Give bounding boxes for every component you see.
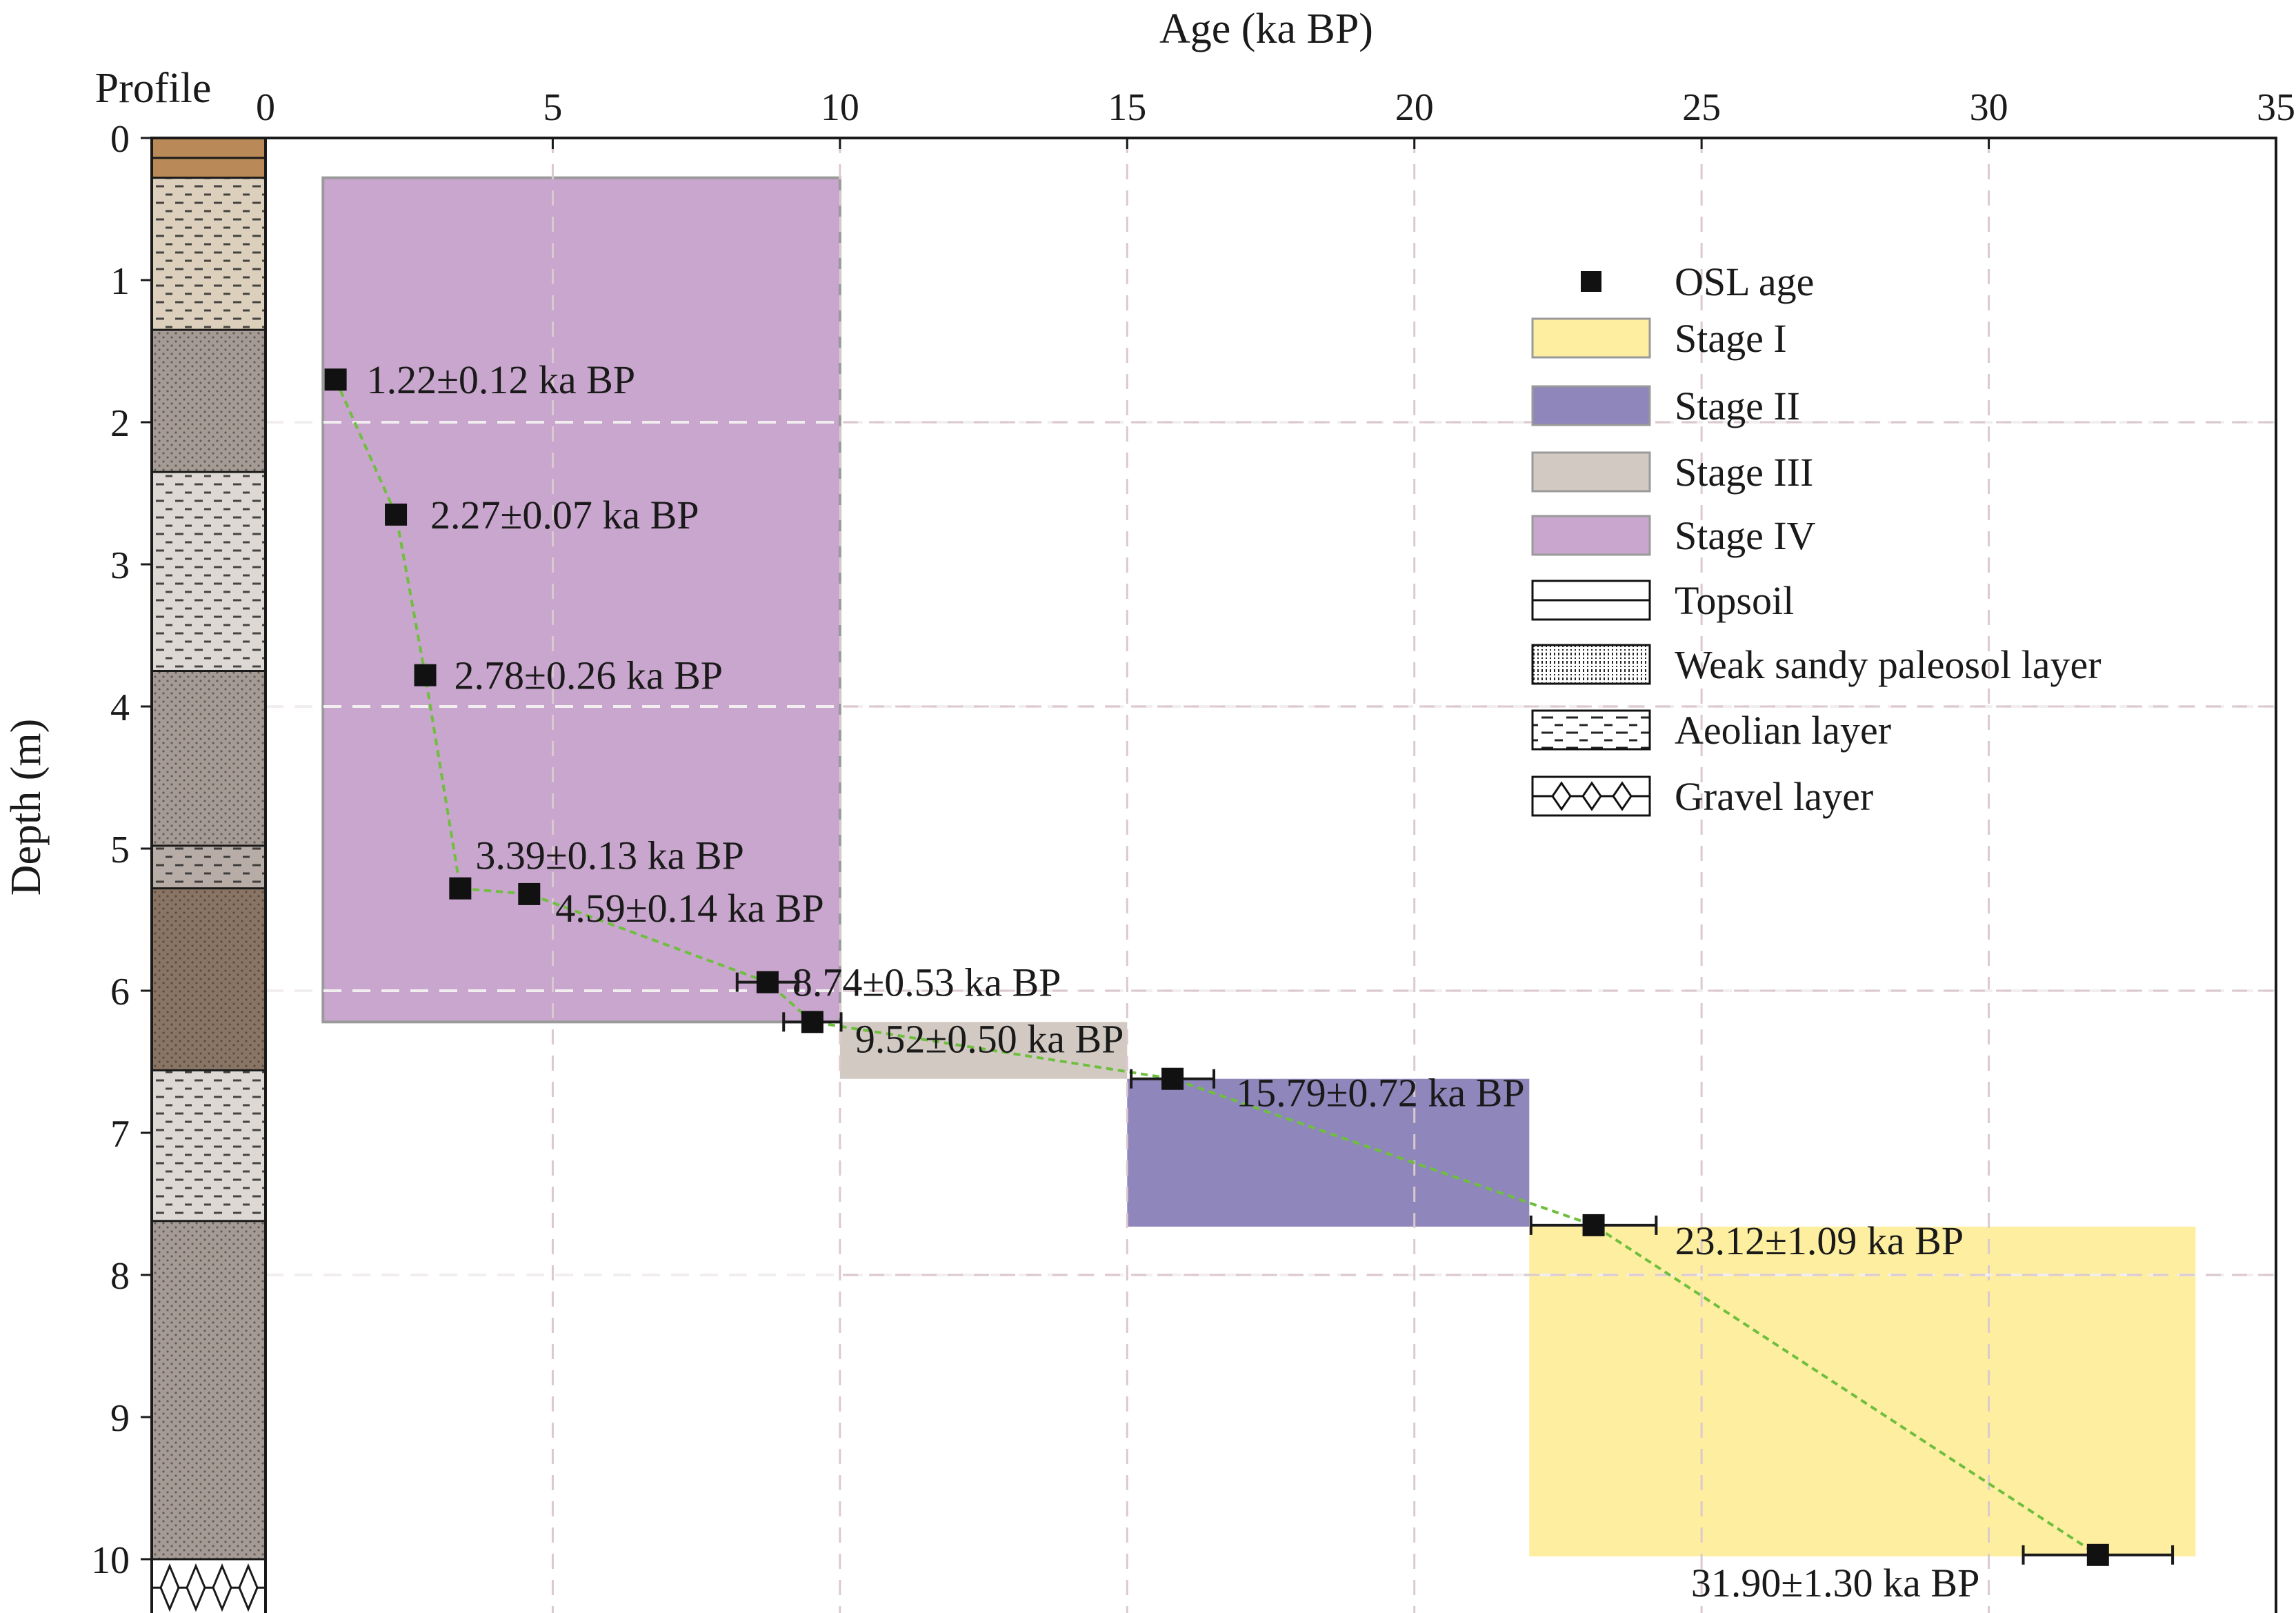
data-label: 3.39±0.13 ka BP (475, 833, 744, 878)
x-tick-label: 20 (1395, 86, 1434, 129)
y-tick-label: 9 (110, 1397, 130, 1440)
grid-lines (266, 138, 2276, 1613)
x-tick-label: 5 (543, 86, 562, 129)
profile-layer-texture (152, 888, 266, 1071)
profile-layer-texture (152, 472, 266, 671)
osl-point (2086, 1543, 2109, 1566)
stage-region-stage-iii (839, 1022, 1128, 1079)
legend-label: Weak sandy paleosol layer (1675, 642, 2102, 687)
profile-layer-texture (152, 671, 266, 846)
osl-point (801, 1011, 823, 1033)
legend-label: OSL age (1675, 259, 1814, 304)
axis-ticks: 0 5 10 15 20 25 30 35 0 1 2 3 4 5 6 7 8 9 10 (91, 86, 2295, 1582)
legend-label: Stage III (1675, 450, 1813, 495)
y-tick-label: 6 (110, 971, 130, 1013)
data-label: 9.52±0.50 ka BP (855, 1016, 1124, 1061)
x-tick-label: 35 (2257, 86, 2295, 129)
legend-swatch (1531, 385, 1651, 426)
y-tick-label: 7 (110, 1113, 130, 1156)
legend-osl-marker (1581, 271, 1601, 292)
osl-series-line (334, 379, 2099, 1556)
osl-point (518, 882, 541, 905)
legend-label: Topsoil (1675, 578, 1794, 623)
legend-label: Stage IV (1675, 513, 1816, 558)
data-label: 31.90±1.30 ka BP (1691, 1561, 1980, 1605)
gravel-diamond (159, 1563, 180, 1612)
gravel-diamond (238, 1563, 259, 1612)
legend-label: Aeolian layer (1675, 708, 1891, 753)
y-tick-label: 2 (110, 402, 130, 445)
gravel-diamond (212, 1563, 232, 1612)
y-tick-label: 10 (91, 1539, 130, 1582)
gravel-diamond (1551, 781, 1572, 811)
plot-frame (264, 137, 2277, 1613)
profile-layer-texture (152, 845, 266, 889)
y-tick-label: 8 (110, 1255, 130, 1298)
legend-label: Gravel layer (1675, 774, 1873, 819)
osl-point (449, 877, 472, 900)
data-label: 15.79±0.72 ka BP (1236, 1071, 1525, 1116)
stratigraphic-profile-column (150, 137, 267, 1613)
osl-points (324, 368, 2109, 1566)
x-tick-label: 15 (1108, 86, 1146, 129)
x-tick-label: 25 (1682, 86, 1721, 129)
data-labels: 1.22±0.12 ka BP 2.27±0.07 ka BP 2.78±0.26 … (367, 357, 1980, 1605)
profile-layer-texture (152, 1220, 266, 1559)
legend: OSL age Stage I Stage II Stage III Stage IV T… (1531, 259, 2102, 819)
data-label: 23.12±1.09 ka BP (1675, 1218, 1964, 1263)
data-label: 2.27±0.07 ka BP (430, 493, 699, 537)
profile-label: Profile (95, 65, 212, 112)
legend-swatch-paleosol (1531, 644, 1651, 685)
osl-point (324, 368, 347, 391)
osl-point (385, 503, 408, 526)
osl-point (1161, 1067, 1184, 1090)
data-label: 1.22±0.12 ka BP (367, 357, 636, 402)
stage-regions (321, 176, 2196, 1556)
y-tick-label: 3 (110, 544, 130, 587)
gravel-diamond (186, 1563, 206, 1612)
osl-point (756, 971, 779, 993)
legend-swatch (1531, 317, 1651, 359)
data-label: 4.59±0.14 ka BP (555, 886, 824, 931)
profile-layer-texture (152, 330, 266, 473)
osl-point (414, 664, 437, 686)
profile-layer-texture (152, 1070, 266, 1221)
profile-layer-texture (152, 177, 266, 330)
stage-iv-outline (321, 176, 841, 1024)
legend-label: Stage I (1675, 316, 1787, 361)
x-axis-title: Age (ka BP) (1159, 6, 1373, 52)
legend-swatch (1531, 515, 1651, 556)
y-tick-label: 1 (110, 260, 130, 303)
stage-region-stage-i (1529, 1226, 2196, 1556)
gravel-diamond (1581, 781, 1602, 811)
x-tick-label: 30 (1970, 86, 2008, 129)
legend-swatch-aeolian (1531, 709, 1651, 751)
data-label: 2.78±0.26 ka BP (455, 653, 723, 698)
y-tick-label: 0 (110, 118, 130, 161)
osl-connecting-line (334, 379, 2099, 1556)
legend-label: Stage II (1675, 384, 1800, 428)
stage-region-stage-iv (323, 177, 840, 1022)
legend-swatch (1531, 451, 1651, 493)
data-label: 8.74±0.53 ka BP (792, 960, 1061, 1005)
y-tick-label: 5 (110, 829, 130, 871)
stage-region-stage-ii (1127, 1078, 1530, 1227)
y-axis-title: Depth (m) (3, 719, 50, 896)
x-tick-label: 0 (256, 86, 275, 129)
x-tick-label: 10 (821, 86, 859, 129)
plot-border (264, 137, 2277, 1613)
osl-point (1582, 1214, 1605, 1236)
gravel-diamond (1612, 781, 1633, 811)
y-tick-label: 4 (110, 686, 130, 729)
